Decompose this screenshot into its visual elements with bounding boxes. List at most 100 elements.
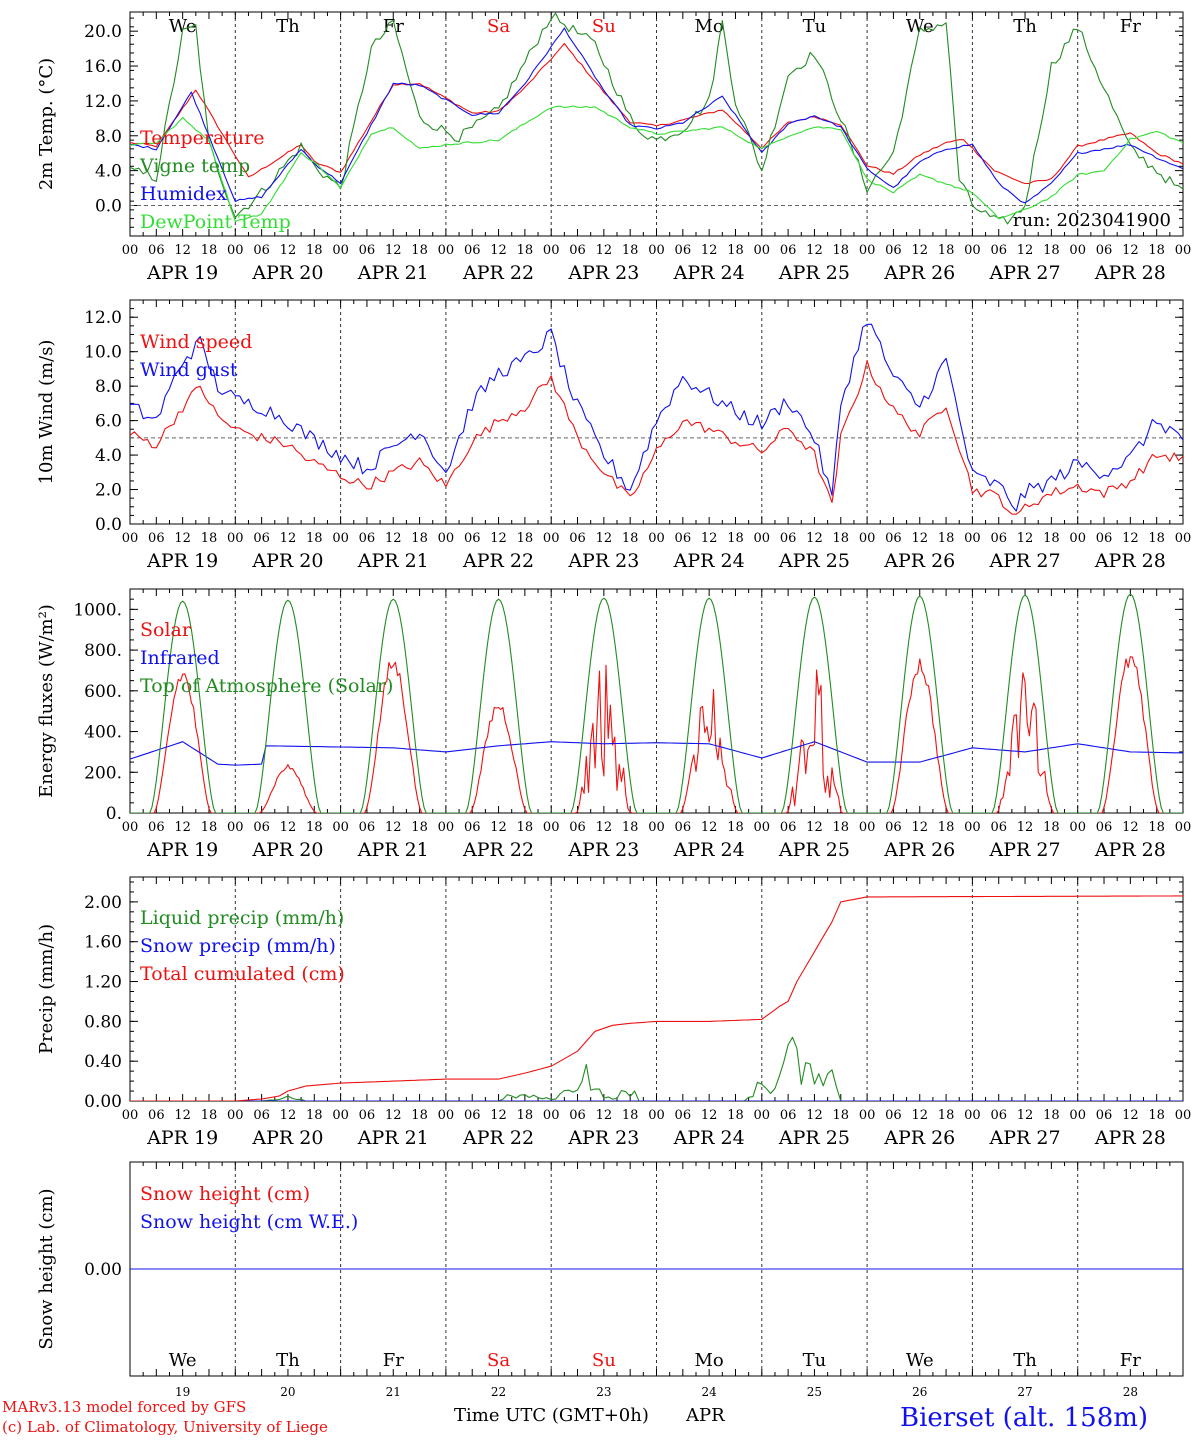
y-tick-label: 12.0 (84, 92, 122, 112)
hour-label: 00 (122, 243, 139, 258)
hour-label: 18 (411, 1108, 428, 1123)
date-label: APR 22 (462, 262, 534, 284)
hour-label: 12 (911, 243, 928, 258)
hour-label: 18 (833, 243, 850, 258)
hour-label: 12 (1122, 820, 1139, 835)
hour-label: 18 (727, 820, 744, 835)
series-dewpoint-temp (130, 105, 1183, 223)
weekday-label: Fr (383, 16, 404, 37)
hour-label: 18 (411, 243, 428, 258)
hour-label: 18 (1043, 1108, 1060, 1123)
hour-label: 06 (464, 531, 481, 546)
date-label: APR 19 (146, 262, 218, 284)
hour-label: 06 (780, 1108, 797, 1123)
hour-label: 00 (543, 243, 560, 258)
hour-label: 00 (754, 1108, 771, 1123)
hour-label: 12 (280, 820, 297, 835)
hour-label: 12 (596, 243, 613, 258)
day-number-label: 19 (175, 1385, 190, 1399)
hour-label: 00 (964, 243, 981, 258)
day-number-label: 21 (386, 1385, 401, 1399)
legend-entry: Top of Atmosphere (Solar) (140, 675, 393, 697)
legend-entry: Temperature (140, 127, 264, 149)
hour-label: 06 (253, 1108, 270, 1123)
y-tick-label: 1.20 (84, 973, 122, 993)
hour-label: 00 (859, 531, 876, 546)
hour-label: 06 (148, 531, 165, 546)
hour-label: 18 (938, 820, 955, 835)
legend-entry: Wind speed (140, 331, 252, 353)
hour-label: 12 (701, 1108, 718, 1123)
panel-frame (129, 588, 1184, 814)
hour-label: 18 (306, 243, 323, 258)
legend-entry: Snow precip (mm/h) (140, 935, 336, 957)
hour-label: 18 (517, 820, 534, 835)
y-tick-label: 6.0 (95, 412, 122, 432)
series-top-of-atmosphere-solar (130, 593, 1183, 813)
hour-label: 00 (227, 820, 244, 835)
hour-label: 00 (964, 531, 981, 546)
date-label: APR 21 (357, 839, 429, 861)
legend-entry: Snow height (cm W.E.) (140, 1211, 358, 1233)
x-axis-month: APR (686, 1405, 725, 1426)
date-label: APR 21 (357, 550, 429, 572)
hour-label: 12 (280, 243, 297, 258)
hour-label: 06 (569, 820, 586, 835)
hour-label: 00 (227, 531, 244, 546)
data-group (130, 323, 1183, 515)
hour-label: 12 (1122, 1108, 1139, 1123)
legend-entry: DewPoint Temp (140, 211, 291, 233)
hour-label: 12 (1122, 243, 1139, 258)
hour-label: 18 (727, 1108, 744, 1123)
hour-label: 12 (911, 1108, 928, 1123)
day-number-label: 26 (912, 1385, 927, 1399)
y-tick-label: 0.40 (84, 1052, 122, 1072)
weekday-label: We (169, 16, 197, 37)
hour-label: 12 (806, 1108, 823, 1123)
weekday-label: Fr (383, 1350, 404, 1371)
hour-label: 18 (938, 531, 955, 546)
y-tick-label: 0.00 (84, 1260, 122, 1280)
footer-model: MARv3.13 model forced by GFS (2, 1398, 247, 1416)
hour-label: 18 (411, 820, 428, 835)
day-number-label: 22 (491, 1385, 506, 1399)
hour-label: 18 (306, 531, 323, 546)
day-number-label: 28 (1123, 1385, 1138, 1399)
hour-label: 18 (517, 243, 534, 258)
hour-label: 18 (411, 531, 428, 546)
weekday-label: Mo (695, 1350, 724, 1371)
hour-label: 00 (122, 820, 139, 835)
date-label: APR 24 (673, 550, 745, 572)
hour-label: 00 (438, 531, 455, 546)
y-tick-label: 1000. (73, 600, 122, 620)
hour-label: 18 (306, 820, 323, 835)
weekday-label: Sa (487, 16, 510, 37)
hour-label: 12 (280, 1108, 297, 1123)
hour-label: 00 (438, 820, 455, 835)
hour-label: 00 (122, 1108, 139, 1123)
hour-label: 00 (964, 820, 981, 835)
hour-label: 00 (438, 1108, 455, 1123)
hour-label: 12 (385, 531, 402, 546)
hour-label: 00 (648, 531, 665, 546)
hour-label: 12 (701, 820, 718, 835)
day-number-label: 23 (596, 1385, 611, 1399)
hour-label: 12 (806, 820, 823, 835)
series-humidex (130, 27, 1183, 204)
hour-label: 12 (1122, 531, 1139, 546)
hour-label: 12 (701, 243, 718, 258)
hour-label: 12 (385, 243, 402, 258)
hour-label: 06 (464, 1108, 481, 1123)
y-tick-label: 8.0 (95, 377, 122, 397)
day-number-label: 25 (807, 1385, 822, 1399)
hour-label: 06 (253, 820, 270, 835)
hour-label: 00 (1175, 531, 1192, 546)
hour-label: 18 (306, 1108, 323, 1123)
y-tick-label: 600. (84, 682, 122, 702)
hour-label: 00 (1069, 243, 1086, 258)
hour-label: 00 (859, 820, 876, 835)
weekday-label: Tu (803, 16, 827, 37)
series-infrared (130, 741, 1183, 766)
hour-label: 12 (174, 820, 191, 835)
